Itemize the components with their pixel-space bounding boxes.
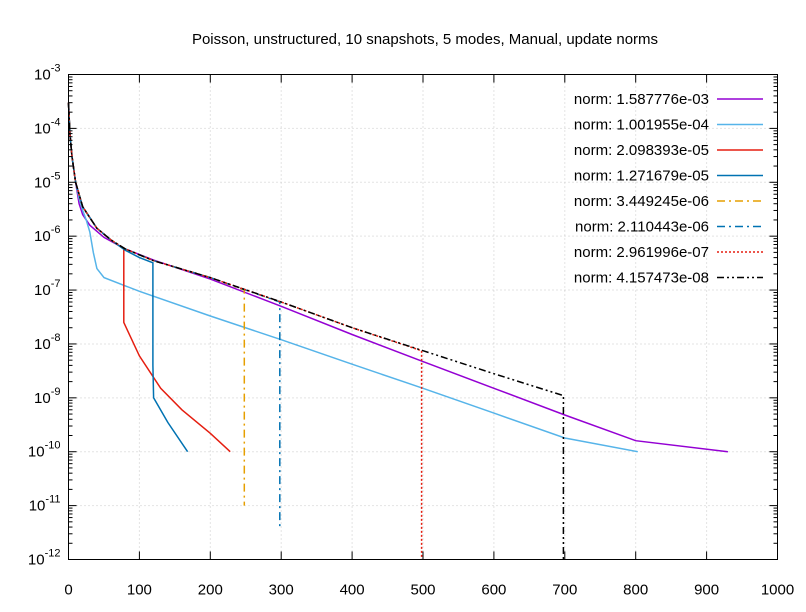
y-tick-label: 10-9 xyxy=(34,386,60,407)
x-tick-label: 600 xyxy=(481,582,506,599)
legend-label: norm: 2.961996e-07 xyxy=(574,244,709,261)
series-line xyxy=(67,102,189,453)
legend-label: norm: 2.098393e-05 xyxy=(574,142,709,159)
y-tick-label: 10-5 xyxy=(34,170,60,191)
y-tick-label: 10-11 xyxy=(29,494,61,515)
y-tick-label: 10-8 xyxy=(34,332,60,353)
y-tick-label: 10-4 xyxy=(34,116,60,137)
x-tick-label: 100 xyxy=(127,582,152,599)
x-tick-label: 300 xyxy=(269,582,294,599)
x-tick-label: 400 xyxy=(340,582,365,599)
series-line xyxy=(67,102,281,528)
y-tick-label: 10-3 xyxy=(34,63,60,84)
legend-label: norm: 1.587776e-03 xyxy=(574,91,709,108)
legend-label: norm: 4.157473e-08 xyxy=(574,270,709,287)
x-tick-label: 800 xyxy=(623,582,648,599)
y-tick-label: 10-12 xyxy=(28,548,61,569)
series-line xyxy=(67,102,246,506)
y-tick-label: 10-10 xyxy=(28,440,61,461)
legend-label: norm: 1.271679e-05 xyxy=(574,168,709,185)
y-tick-label: 10-6 xyxy=(34,224,60,245)
x-axis-ticks: 0 100 200 300 400 500 600 700 800 900 1000 xyxy=(64,74,794,599)
chart-title: Poisson, unstructured, 10 snapshots, 5 m… xyxy=(192,31,658,48)
x-tick-label: 1000 xyxy=(761,582,794,599)
x-tick-label: 900 xyxy=(694,582,719,599)
legend-label: norm: 2.110443e-06 xyxy=(575,219,709,236)
series-line xyxy=(67,102,565,560)
grid xyxy=(68,74,778,560)
x-tick-label: 200 xyxy=(198,582,223,599)
x-tick-label: 700 xyxy=(552,582,577,599)
x-tick-label: 0 xyxy=(64,582,72,599)
legend-label: norm: 1.001955e-04 xyxy=(574,117,709,134)
x-tick-label: 500 xyxy=(410,582,435,599)
legend: norm: 1.587776e-03 norm: 1.001955e-04 norm… xyxy=(574,91,763,287)
legend-label: norm: 3.449245e-06 xyxy=(574,193,709,210)
y-tick-label: 10-7 xyxy=(34,278,60,299)
series-line xyxy=(67,102,423,560)
y-axis-ticks: 10-12 10-11 10-10 10-9 10-8 10-7 10-6 10-5 10-4 1… xyxy=(28,63,778,569)
